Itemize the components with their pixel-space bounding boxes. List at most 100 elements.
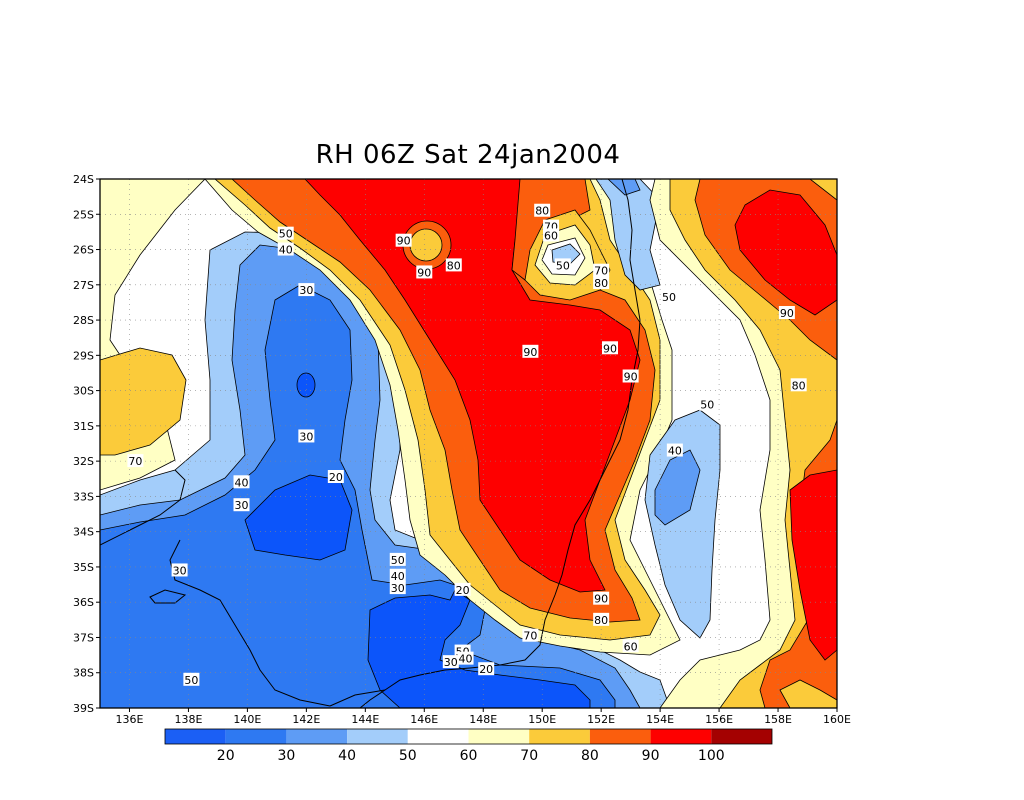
colorbar-swatch <box>589 729 651 744</box>
x-tick-label: 156E <box>705 713 733 726</box>
colorbar-label: 90 <box>642 748 660 764</box>
colorbar-label: 30 <box>277 748 295 764</box>
contour-label-bg <box>522 344 539 358</box>
x-tick-label: 144E <box>351 713 379 726</box>
colorbar-swatch <box>650 729 712 744</box>
contour-label: 90 <box>523 346 537 359</box>
band-70-80-east-s <box>779 679 837 708</box>
band-40-50-east2 <box>644 409 721 639</box>
contour-label-bg <box>554 258 571 272</box>
contour-label-bg <box>593 276 610 290</box>
contour-label-bg <box>478 662 495 676</box>
x-tick-label: 154E <box>646 713 674 726</box>
band-30-40-east2 <box>654 449 701 526</box>
contour-label-bg <box>298 429 315 443</box>
contour-label-bg <box>183 672 200 686</box>
contour-label: 20 <box>479 663 493 676</box>
band-lt20-c <box>296 372 316 398</box>
contour-label-bg <box>233 498 250 512</box>
rh-fields <box>100 179 837 708</box>
band-lt20-b <box>367 589 591 708</box>
contour-label: 40 <box>391 570 405 583</box>
coastline-gulf <box>149 589 187 604</box>
y-tick-label: 25S <box>73 208 94 221</box>
x-tick-label: 160E <box>823 713 851 726</box>
band-gt90-central <box>304 179 641 593</box>
colorbar-swatch <box>529 729 590 744</box>
y-tick-label: 33S <box>73 490 94 503</box>
contour-label-bg <box>454 582 471 596</box>
contour-label: 80 <box>535 205 549 218</box>
contour-label-bg <box>593 612 610 626</box>
contour-label-bg <box>127 454 144 468</box>
contour-label: 80 <box>792 379 806 392</box>
contour-label-bg <box>395 233 412 247</box>
contour-label-bg <box>233 475 250 489</box>
x-tick-label: 138E <box>174 713 202 726</box>
contour-label: 40 <box>668 445 682 458</box>
band-gt90-east-n <box>734 189 837 316</box>
contour-label-bg <box>298 283 315 297</box>
contour-label-bg <box>543 228 560 242</box>
colorbar-label: 70 <box>520 748 538 764</box>
contour-label: 80 <box>447 259 461 272</box>
axis-ticks: 136E 138E 140E 142E 144E 146E 148E 150E 152E 154E… <box>73 173 851 726</box>
contour-label: 40 <box>279 244 293 257</box>
contour-label-bg <box>593 263 610 277</box>
colorbar-label: 50 <box>399 748 417 764</box>
y-tick-label: 39S <box>73 702 94 715</box>
contour-label: 70 <box>594 265 608 278</box>
contour-label: 90 <box>624 370 638 383</box>
y-tick-label: 36S <box>73 596 94 609</box>
band-70-80-west <box>100 347 187 456</box>
contour-label: 30 <box>299 430 313 443</box>
contour-label-bg <box>622 369 639 383</box>
colorbar-label: 100 <box>698 748 725 764</box>
contour-label: 80 <box>594 277 608 290</box>
colorbar-swatch <box>711 729 772 744</box>
contour-label: 60 <box>544 229 558 242</box>
contour-label-bg <box>593 591 610 605</box>
map-title: RH 06Z Sat 24jan2004 <box>315 140 621 170</box>
contour-label-bg <box>622 639 639 653</box>
contour-label: 20 <box>456 584 470 597</box>
x-tick-label: 142E <box>292 713 320 726</box>
contour-label-bg <box>522 628 539 642</box>
contour-label: 90 <box>603 342 617 355</box>
y-tick-label: 24S <box>73 173 94 186</box>
y-tick-label: 31S <box>73 420 94 433</box>
contour-label-bg <box>416 265 433 279</box>
coastline-vic <box>329 689 386 707</box>
x-tick-label: 152E <box>587 713 615 726</box>
colorbar-swatch <box>165 729 226 744</box>
x-tick-label: 158E <box>764 713 792 726</box>
contour-label: 30 <box>391 582 405 595</box>
contour-label-bg <box>666 443 683 457</box>
y-tick-label: 29S <box>73 349 94 362</box>
x-tick-label: 150E <box>528 713 556 726</box>
colorbar-label: 60 <box>460 748 478 764</box>
contour-label: 30 <box>444 656 458 669</box>
contour-label-bg <box>602 341 619 355</box>
contour-label-bg <box>389 552 406 566</box>
contour-label: 50 <box>184 674 198 687</box>
x-tick-label: 140E <box>233 713 261 726</box>
contour-label: 60 <box>624 640 638 653</box>
y-tick-label: 27S <box>73 279 94 292</box>
band-70-80-cell <box>409 228 443 262</box>
contour-label: 50 <box>662 291 676 304</box>
contour-label: 50 <box>279 228 293 241</box>
colorbar-swatch <box>347 729 408 744</box>
contour-label: 50 <box>700 399 714 412</box>
colorbar-label: 20 <box>217 748 235 764</box>
contour-label-bg <box>389 581 406 595</box>
contour-label: 90 <box>397 235 411 248</box>
contour-label: 70 <box>128 455 142 468</box>
colorbar: 20 30 40 50 60 70 80 90 100 <box>164 728 773 764</box>
y-tick-label: 30S <box>73 385 94 398</box>
colorbar-swatch <box>468 729 530 744</box>
map-frame <box>99 178 838 709</box>
colorbar-swatch <box>407 729 469 744</box>
